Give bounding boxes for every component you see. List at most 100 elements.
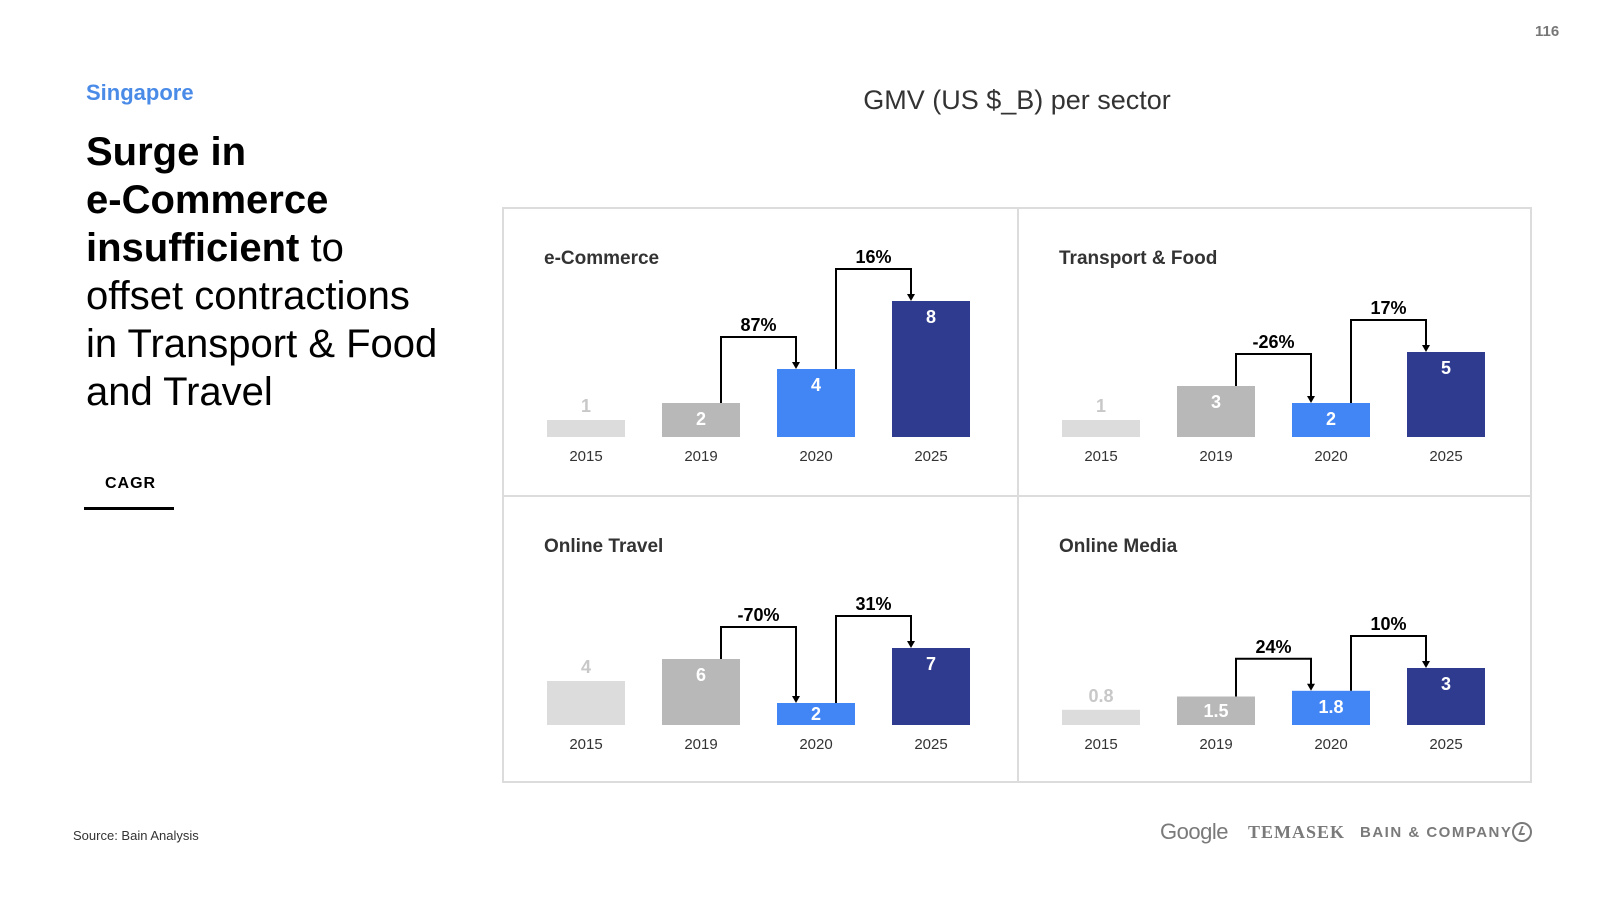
bar-value-2025: 5 bbox=[1441, 358, 1451, 378]
headline-bold-1: Surge in bbox=[86, 130, 247, 174]
cagr-arrowhead bbox=[1307, 396, 1315, 403]
grid-divider-horizontal bbox=[504, 495, 1530, 497]
x-tick-2019: 2019 bbox=[1199, 448, 1232, 465]
cagr-connector bbox=[1350, 635, 1427, 691]
x-tick-2025: 2025 bbox=[1429, 736, 1462, 753]
x-tick-2020: 2020 bbox=[1314, 736, 1347, 753]
bar-2025 bbox=[1407, 668, 1485, 725]
page-number: 116 bbox=[1535, 23, 1560, 40]
cagr-connector bbox=[720, 626, 797, 698]
bar-2020 bbox=[777, 703, 855, 725]
bar-value-2020: 2 bbox=[811, 704, 821, 724]
bar-2019 bbox=[1177, 386, 1255, 437]
x-tick-2020: 2020 bbox=[1314, 448, 1347, 465]
cagr-legend: CAGR bbox=[84, 475, 174, 510]
cagr-connector bbox=[720, 336, 797, 403]
headline: Surge in e-Commerce insufficient to offs… bbox=[86, 128, 456, 416]
bar-2020 bbox=[777, 369, 855, 437]
chart-main-title: GMV (US $_B) per sector bbox=[863, 85, 1171, 115]
chart-panel-online-travel: Online Travel 4 2015 6 2019 2 2020 7 2025 -70% 31% bbox=[544, 536, 970, 753]
google-logo: Google bbox=[1160, 819, 1228, 844]
x-tick-2020: 2020 bbox=[799, 448, 832, 465]
chart-panel-online-media: Online Media 0.8 2015 1.5 2019 1.8 2020 3 2025 24… bbox=[1059, 536, 1485, 753]
cagr-label-2020-2025: 31% bbox=[855, 594, 891, 614]
cagr-connector bbox=[1235, 657, 1312, 697]
cagr-label-2020-2025: 10% bbox=[1370, 614, 1406, 634]
cagr-arrowhead bbox=[907, 294, 915, 301]
cagr-arrowhead bbox=[907, 641, 915, 648]
bar-2025 bbox=[1407, 352, 1485, 437]
bar-2015 bbox=[1062, 709, 1140, 725]
x-tick-2019: 2019 bbox=[684, 448, 717, 465]
cagr-label-2019-2020: 24% bbox=[1255, 637, 1291, 657]
cagr-arrowhead bbox=[1307, 683, 1315, 691]
headline-bold-2: e-Commerce bbox=[86, 178, 329, 222]
x-tick-2019: 2019 bbox=[684, 736, 717, 753]
bar-2019 bbox=[662, 403, 740, 437]
chart-grid: e-Commerce 1 2015 2 2019 4 2020 8 2025 87% 16% Tra… bbox=[502, 207, 1532, 783]
x-tick-2020: 2020 bbox=[799, 736, 832, 753]
headline-normal-6: and Travel bbox=[86, 370, 273, 414]
cagr-connector bbox=[835, 615, 912, 703]
x-tick-2015: 2015 bbox=[569, 448, 602, 465]
chart-panel-transport-food: Transport & Food 1 2015 3 2019 2 2020 5 2025 -26%… bbox=[1059, 248, 1485, 465]
bar-value-2019: 3 bbox=[1211, 392, 1221, 412]
x-tick-2019: 2019 bbox=[1199, 736, 1232, 753]
cagr-label-2019-2020: -26% bbox=[1252, 332, 1294, 352]
bar-value-2025: 8 bbox=[926, 307, 936, 327]
bar-value-2025: 3 bbox=[1441, 674, 1451, 694]
bar-value-2020: 1.8 bbox=[1318, 697, 1343, 717]
bar-value-2020: 4 bbox=[811, 375, 821, 395]
bar-2015 bbox=[547, 420, 625, 437]
bar-value-2019: 1.5 bbox=[1203, 701, 1228, 721]
headline-normal-5: in Transport & Food bbox=[86, 322, 438, 366]
bain-mark-icon bbox=[1512, 822, 1532, 842]
panel-title: e-Commerce bbox=[544, 248, 659, 269]
cagr-label-2019-2020: -70% bbox=[737, 605, 779, 625]
bar-value-2025: 7 bbox=[926, 654, 936, 674]
bar-2025 bbox=[892, 648, 970, 725]
x-tick-2025: 2025 bbox=[914, 448, 947, 465]
bar-2015 bbox=[1062, 420, 1140, 437]
bar-2020 bbox=[1292, 403, 1370, 437]
x-tick-2025: 2025 bbox=[914, 736, 947, 753]
x-tick-2015: 2015 bbox=[1084, 448, 1117, 465]
x-tick-2025: 2025 bbox=[1429, 448, 1462, 465]
x-tick-2015: 2015 bbox=[569, 736, 602, 753]
logo-strip: Google TEMASEK BAIN & COMPANY bbox=[1160, 819, 1532, 849]
bar-value-2015: 0.8 bbox=[1088, 686, 1113, 706]
cagr-arrowhead bbox=[792, 362, 800, 369]
bar-value-2019: 6 bbox=[696, 665, 706, 685]
cagr-connector bbox=[1350, 319, 1427, 403]
panel-title: Transport & Food bbox=[1059, 248, 1217, 269]
cagr-label-2019-2020: 87% bbox=[740, 315, 776, 335]
headline-normal-0: to bbox=[299, 226, 344, 270]
source-note: Source: Bain Analysis bbox=[73, 828, 199, 843]
bar-value-2019: 2 bbox=[696, 409, 706, 429]
bar-2025 bbox=[892, 301, 970, 437]
cagr-legend-label: CAGR bbox=[105, 475, 157, 492]
bar-2020 bbox=[1292, 690, 1370, 725]
cagr-connector bbox=[1235, 353, 1312, 398]
temasek-logo: TEMASEK bbox=[1248, 822, 1346, 842]
panel-title: Online Media bbox=[1059, 536, 1178, 557]
bar-value-2015: 1 bbox=[581, 396, 591, 416]
cagr-label-2020-2025: 16% bbox=[855, 247, 891, 267]
cagr-arrowhead bbox=[1422, 661, 1430, 668]
cagr-arrowhead bbox=[1422, 345, 1430, 352]
bain-logo: BAIN & COMPANY bbox=[1360, 824, 1513, 841]
bar-2019 bbox=[1177, 696, 1255, 725]
bar-2015 bbox=[547, 681, 625, 725]
bar-value-2015: 4 bbox=[581, 657, 591, 677]
chart-panel-ecommerce: e-Commerce 1 2015 2 2019 4 2020 8 2025 87% 16% bbox=[544, 247, 970, 465]
headline-normal-4: offset contractions bbox=[86, 274, 410, 318]
panel-title: Online Travel bbox=[544, 536, 663, 557]
cagr-connector bbox=[835, 268, 912, 369]
headline-bold-3: insufficient bbox=[86, 226, 300, 270]
bar-2019 bbox=[662, 659, 740, 725]
bar-value-2015: 1 bbox=[1096, 396, 1106, 416]
bar-value-2020: 2 bbox=[1326, 409, 1336, 429]
cagr-label-2020-2025: 17% bbox=[1370, 298, 1406, 318]
x-tick-2015: 2015 bbox=[1084, 736, 1117, 753]
cagr-arrowhead bbox=[792, 696, 800, 703]
